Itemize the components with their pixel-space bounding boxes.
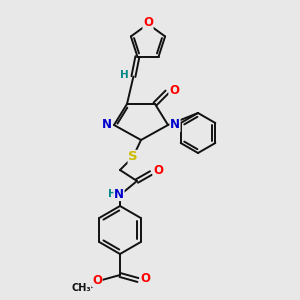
Text: N: N xyxy=(114,188,124,200)
Text: O: O xyxy=(143,16,153,29)
Text: O: O xyxy=(140,272,150,286)
Text: N: N xyxy=(170,118,180,131)
Text: O: O xyxy=(169,83,179,97)
Text: N: N xyxy=(102,118,112,131)
Text: O: O xyxy=(153,164,163,178)
Text: H: H xyxy=(108,189,116,199)
Text: H: H xyxy=(120,70,129,80)
Text: CH₃: CH₃ xyxy=(71,283,91,293)
Text: S: S xyxy=(128,151,138,164)
Text: O: O xyxy=(92,274,102,286)
